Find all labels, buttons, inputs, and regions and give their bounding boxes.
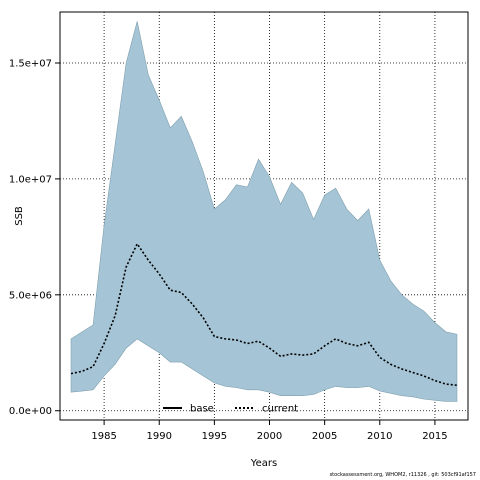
footer-credit: stockassessment.org, WHOM2, r11326 , git… [329, 472, 476, 478]
x-tick-label: 2015 [422, 431, 447, 442]
x-tick-label: 2000 [257, 431, 282, 442]
x-tick-label: 2010 [367, 431, 392, 442]
confidence-band-area [70, 21, 458, 402]
y-axis-title: SSB [14, 206, 25, 226]
series-line-current [70, 242, 458, 387]
plot-frame [59, 11, 469, 421]
x-tick-label: 2005 [312, 431, 337, 442]
y-tick-label: 1.0e+07 [9, 174, 52, 185]
x-axis: 1985 1990 1995 2000 2005 2010 2015 [91, 420, 448, 442]
series-lines [70, 242, 458, 387]
y-axis: 0.0e+00 5.0e+06 1.0e+07 1.5e+07 [9, 59, 60, 417]
legend-label-base: base [190, 404, 214, 415]
x-tick-label: 1985 [91, 431, 116, 442]
confidence-band [70, 21, 458, 402]
x-tick-label: 1995 [202, 431, 227, 442]
y-tick-label: 1.5e+07 [9, 59, 52, 70]
x-tick-label: 1990 [147, 431, 172, 442]
legend-label-current: current [262, 404, 298, 415]
y-tick-label: 5.0e+06 [9, 290, 52, 301]
x-axis-title: Years [250, 458, 277, 469]
y-tick-label: 0.0e+00 [9, 406, 52, 417]
legend: base current [163, 404, 298, 415]
